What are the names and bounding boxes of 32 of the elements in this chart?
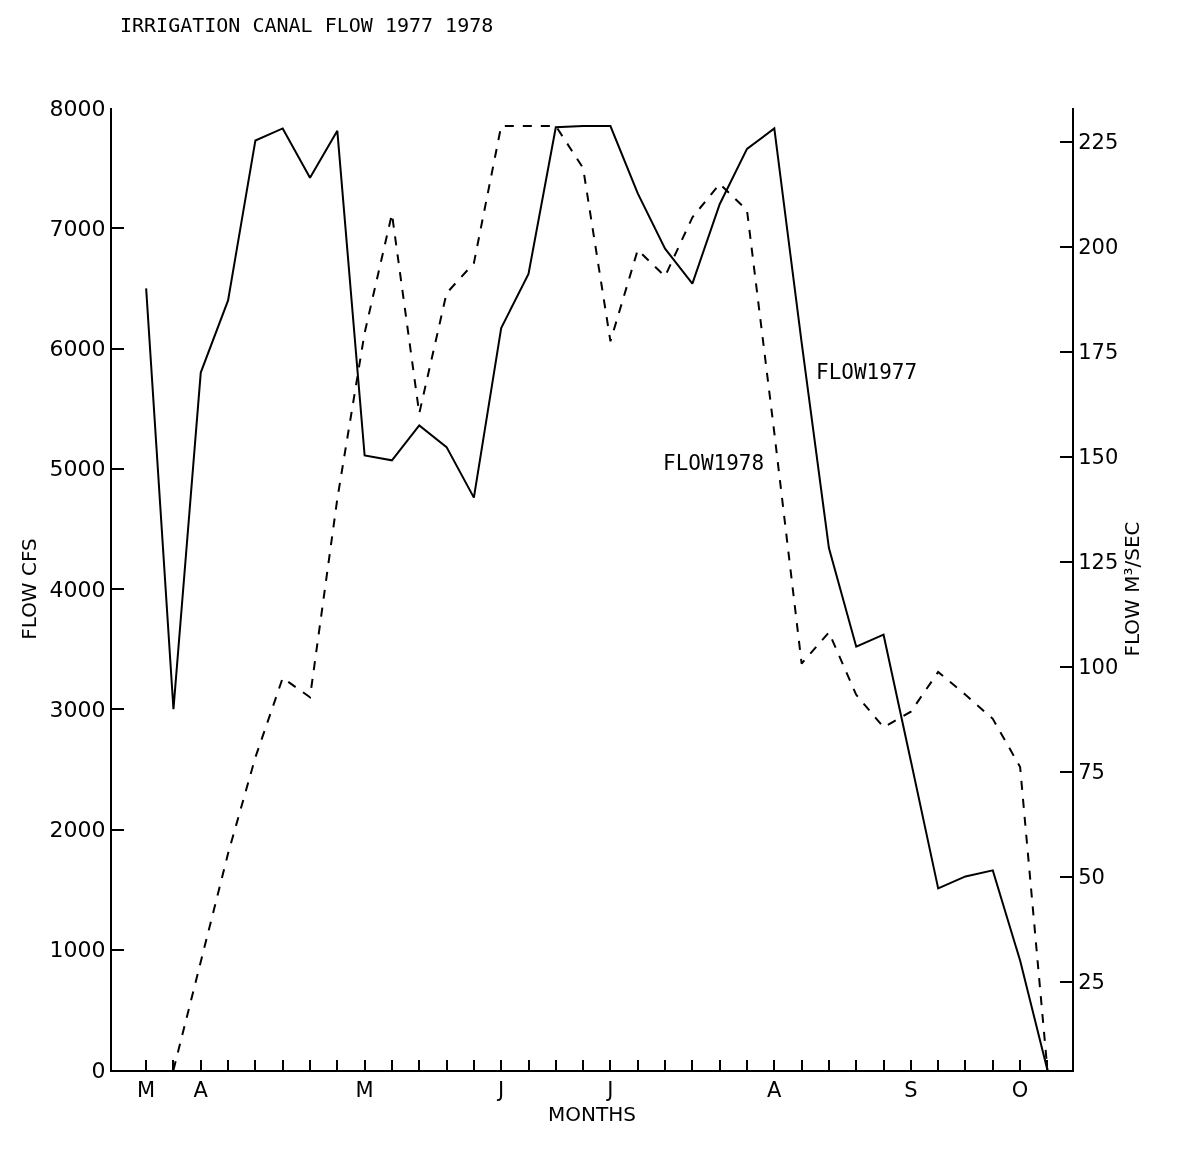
y-tick-label: 0 <box>91 1057 106 1083</box>
series-label: FLOW1978 <box>663 451 765 475</box>
y-tick-label: 1000 <box>49 937 106 963</box>
x-tick-label: S <box>904 1078 918 1103</box>
y2-tick-label: 225 <box>1078 129 1119 154</box>
y-axis-title: FLOW CFS <box>16 538 41 640</box>
x-tick-label: A <box>193 1078 209 1103</box>
y-tick-label: 4000 <box>49 576 106 602</box>
y2-tick-label: 175 <box>1078 340 1119 364</box>
y-tick-label: 3000 <box>49 696 106 722</box>
y2-tick-label: 150 <box>1078 445 1119 470</box>
y-tick-label: 5000 <box>49 456 106 482</box>
x-axis-title: MONTHS <box>548 1102 636 1127</box>
y-tick-label: 6000 <box>49 336 106 362</box>
x-tick-label: J <box>496 1078 505 1103</box>
y-tick-label: 8000 <box>49 95 106 121</box>
chart-title: IRRIGATION CANAL FLOW 1977 1978 <box>120 13 494 37</box>
x-tick-label: J <box>605 1078 614 1103</box>
x-tick-label: M <box>137 1078 156 1103</box>
y2-tick-label: 125 <box>1078 550 1119 575</box>
y2-tick-label: 75 <box>1078 760 1105 785</box>
series-label: FLOW1977 <box>816 360 918 384</box>
x-tick-label: A <box>767 1078 783 1103</box>
y2-tick-label: 100 <box>1078 655 1119 680</box>
y2-tick-label: 25 <box>1078 970 1105 995</box>
y2-tick-label: 50 <box>1078 865 1105 890</box>
x-tick-label: O <box>1011 1078 1029 1103</box>
y-tick-label: 2000 <box>49 817 106 843</box>
y-tick-label: 7000 <box>49 215 106 241</box>
y2-tick-label: 200 <box>1078 234 1119 259</box>
y2-axis-title: FLOW M³/SEC <box>1120 521 1145 657</box>
x-tick-label: M <box>355 1078 374 1103</box>
